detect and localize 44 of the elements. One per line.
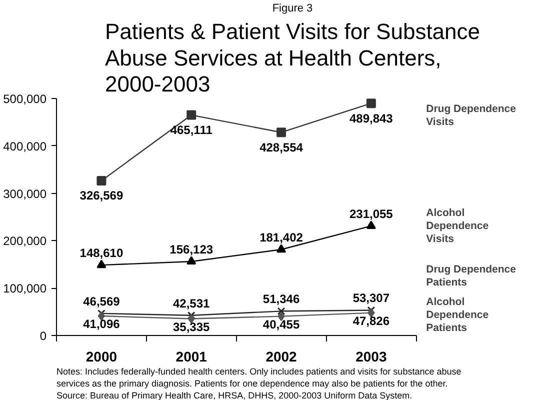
point xyxy=(186,256,196,265)
data-label: 51,346 xyxy=(262,292,300,306)
data-label: 181,402 xyxy=(260,230,304,245)
text: Alcohol Dependence Visits xyxy=(426,206,489,245)
point xyxy=(187,311,196,320)
text: Notes: Includes federally-funded health centers. Only includes patients and visits for substance abuse services as the primary diagnosis. Patients for one dependence may also be patients for the other. xyxy=(56,366,462,388)
y-tick-label: 200,000 xyxy=(3,234,47,248)
point xyxy=(96,260,106,268)
data-label: 465,111 xyxy=(170,123,213,138)
data-label: 489,843 xyxy=(349,111,394,126)
data-label: 46,569 xyxy=(83,294,120,308)
data-label: 35,335 xyxy=(173,320,210,334)
point xyxy=(366,220,376,230)
data-label: 53,307 xyxy=(352,291,390,306)
x-tick-label: 2001 xyxy=(176,348,208,364)
point xyxy=(96,176,106,186)
x-tick-label: 2000 xyxy=(86,348,118,364)
y-tick-label: 100,000 xyxy=(3,282,47,296)
x-tick-label: 2002 xyxy=(266,348,298,364)
data-label: 326,569 xyxy=(80,188,124,203)
data-label: 428,554 xyxy=(260,140,304,154)
y-tick-label: 400,000 xyxy=(3,139,47,154)
source-note: Source: Bureau of Primary Health Care, HRSA, DHHS, 2000-2003 Uniform Data System. xyxy=(56,390,412,400)
data-label: 231,055 xyxy=(349,206,394,221)
data-label: 41,096 xyxy=(83,317,120,332)
text: Drug Dependence Patients xyxy=(426,264,516,289)
data-label: 40,455 xyxy=(262,317,300,332)
data-label: 42,531 xyxy=(173,296,210,310)
point xyxy=(276,244,286,253)
text: Alcohol Dependence Patients xyxy=(426,296,489,334)
y-tick-label: 0 xyxy=(40,329,47,343)
data-label: 156,123 xyxy=(170,242,214,256)
point xyxy=(276,128,286,138)
chart-title: Patients & Patient Visits for Substance Abuse Services at Health Centers, 2000-2003 xyxy=(104,19,480,96)
x-tick-label: 2003 xyxy=(356,348,387,364)
data-label: 47,826 xyxy=(352,314,390,328)
data-label: 148,610 xyxy=(80,246,124,260)
y-tick-label: 500,000 xyxy=(3,92,47,106)
y-tick-label: 300,000 xyxy=(3,186,47,201)
chart-subtitle: Figure 3 xyxy=(272,2,313,14)
point xyxy=(366,98,376,108)
point xyxy=(277,307,286,316)
point xyxy=(186,110,196,120)
text: Drug Dependence Visits xyxy=(426,102,516,128)
